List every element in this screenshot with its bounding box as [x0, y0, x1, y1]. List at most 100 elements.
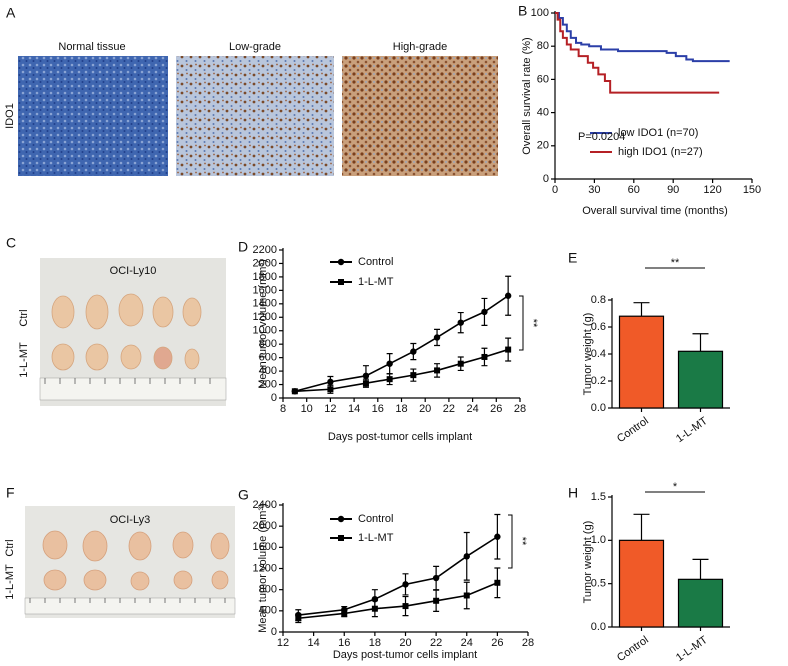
x-tick-label: 12 [277, 637, 289, 649]
panel-label: A [6, 5, 16, 21]
point [337, 515, 345, 523]
y-tick-label: 1600 [253, 541, 277, 553]
point [295, 615, 302, 622]
y-tick-label: 60 [537, 73, 549, 85]
point [362, 380, 369, 387]
point [434, 367, 441, 374]
point [457, 360, 464, 367]
point [402, 581, 409, 588]
annotation: * [673, 481, 678, 493]
significance-bracket [519, 295, 524, 351]
legend-label: high IDO1 (n=27) [618, 146, 703, 158]
y-tick-label: 40 [537, 107, 549, 119]
panel-label: G [238, 487, 249, 503]
point [410, 372, 417, 379]
bar [618, 539, 665, 628]
panel-label: F [6, 485, 15, 501]
y-tick-label: 1600 [253, 284, 277, 296]
x-axis-label: Days post-tumor cells implant [333, 649, 477, 661]
x-tick-label: 20 [399, 637, 411, 649]
x-axis-label: Overall survival time (months) [582, 205, 727, 217]
tumor-photo [24, 506, 236, 618]
y-tick-label: 0 [271, 392, 277, 404]
image-label: Normal tissue [58, 41, 125, 53]
x-tick-label: 18 [395, 403, 407, 415]
x-tick-label: 24 [461, 637, 473, 649]
x-tick-label: 30 [588, 184, 600, 196]
point [327, 378, 334, 386]
error-bar [633, 513, 650, 541]
legend-label: low IDO1 (n=70) [618, 127, 698, 139]
y-tick-label: 20 [537, 140, 549, 152]
x-tick-label: 60 [628, 184, 640, 196]
y-tick-label: 2400 [253, 499, 277, 511]
y-tick-label: 1.0 [591, 534, 606, 546]
x-tick-label: 16 [338, 637, 350, 649]
ihc-image [176, 56, 334, 176]
point [341, 610, 348, 617]
point [386, 360, 393, 367]
y-tick-label: 400 [259, 605, 277, 617]
legend-label: Control [358, 256, 393, 268]
panel-label: E [568, 250, 577, 266]
legend-label: Control [358, 513, 393, 525]
significance-bracket [508, 514, 513, 569]
series-line [555, 12, 720, 94]
point [481, 353, 488, 360]
point [457, 319, 464, 326]
x-tick-label: 26 [491, 637, 503, 649]
error-bar [692, 558, 709, 580]
row-label: 1-L-MT [4, 564, 16, 600]
point [402, 603, 409, 610]
y-tick-label: 0.5 [591, 578, 606, 590]
x-tick-label: 16 [372, 403, 384, 415]
x-tick-label: 20 [419, 403, 431, 415]
legend-label: 1-L-MT [358, 276, 394, 288]
x-tick-label: 22 [443, 403, 455, 415]
x-tick-label: 22 [430, 637, 442, 649]
y-tick-label: 1000 [253, 325, 277, 337]
x-tick-label: 14 [308, 637, 320, 649]
bar [618, 315, 665, 409]
y-tick-label: 2000 [253, 257, 277, 269]
y-axis-label: Mean tumor volume (mm³) [257, 259, 269, 389]
point [481, 308, 488, 316]
panel-label: D [238, 239, 248, 255]
panel-label: B [518, 3, 527, 19]
image-label: High-grade [393, 41, 447, 53]
y-tick-label: 2000 [253, 520, 277, 532]
x-tick-label: 150 [743, 184, 761, 196]
point [291, 388, 298, 395]
y-tick-label: 0.0 [591, 621, 606, 633]
point [337, 258, 345, 266]
tumor-photo [39, 258, 227, 406]
point [504, 292, 512, 299]
y-tick-label: 0.6 [591, 321, 606, 333]
error-bar [633, 302, 650, 317]
x-tick-label: 120 [703, 184, 721, 196]
annotation: ** [527, 319, 539, 328]
y-tick-label: 800 [259, 584, 277, 596]
y-tick-label: 0.2 [591, 375, 606, 387]
x-tick-label: 10 [301, 403, 313, 415]
point [494, 533, 501, 540]
y-tick-label: 1800 [253, 271, 277, 283]
photo-title: OCI-Ly3 [110, 514, 151, 526]
point [433, 334, 441, 341]
y-tick-label: 0.0 [591, 402, 606, 414]
x-tick-label: 24 [466, 403, 478, 415]
y-tick-label: 80 [537, 40, 549, 52]
point [338, 279, 344, 285]
x-tick-label: 18 [369, 637, 381, 649]
x-tick-label: Control [615, 415, 651, 445]
annotation: ** [671, 257, 680, 269]
x-tick-label: 1-L-MT [674, 634, 710, 664]
x-tick-label: 28 [514, 403, 526, 415]
bar [677, 350, 724, 409]
x-tick-label: 28 [522, 637, 534, 649]
point [494, 579, 501, 586]
point [432, 574, 440, 582]
x-tick-label: 12 [324, 403, 336, 415]
y-axis-label: Tumor weight (g) [582, 521, 594, 604]
